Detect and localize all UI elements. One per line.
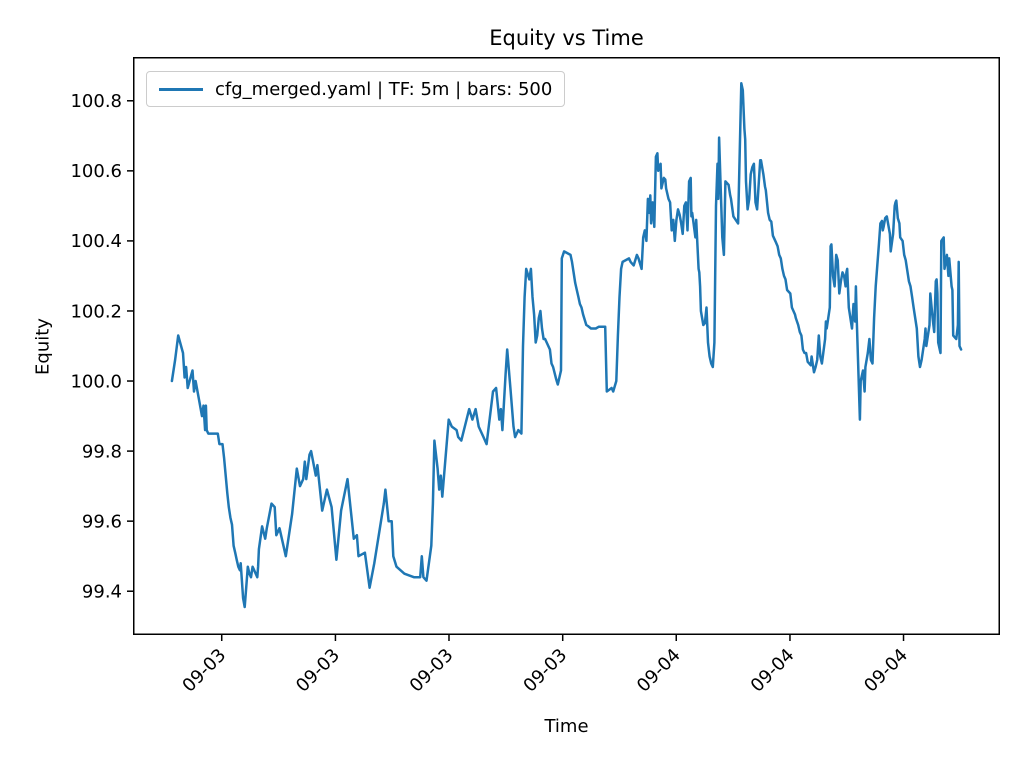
x-tick-label: 09-03 [178,645,230,697]
x-tick-label: 09-03 [406,645,458,697]
x-tick-label: 09-04 [860,645,912,697]
x-tick-label: 09-03 [519,645,571,697]
y-tick-label: 100.4 [70,231,122,252]
chart-title: Equity vs Time [489,26,644,50]
equity-line-series [170,82,963,609]
y-axis-label: Equity [32,318,54,375]
x-tick-label: 09-03 [292,645,344,697]
x-tick-label: 09-04 [633,645,685,697]
y-tick-label: 99.8 [82,441,122,462]
y-tick-label: 100.2 [70,301,122,322]
y-tick-label: 99.6 [82,511,122,532]
x-tick-label: 09-04 [747,645,799,697]
y-tick-label: 100.8 [70,91,122,112]
legend-label: cfg_merged.yaml | TF: 5m | bars: 500 [215,78,553,100]
plot-area: 99.4 99.6 99.8 100.0 100.2 100.4 100.6 100.8 09-… [70,57,1000,697]
legend: cfg_merged.yaml | TF: 5m | bars: 500 [146,71,566,107]
axes-spines [133,57,1000,635]
x-axis-label: Time [544,716,589,737]
legend-line-sample [159,87,203,91]
y-tick-label: 99.4 [82,582,122,603]
y-tick-label: 100.6 [70,161,122,182]
y-tick-label: 100.0 [70,371,122,392]
